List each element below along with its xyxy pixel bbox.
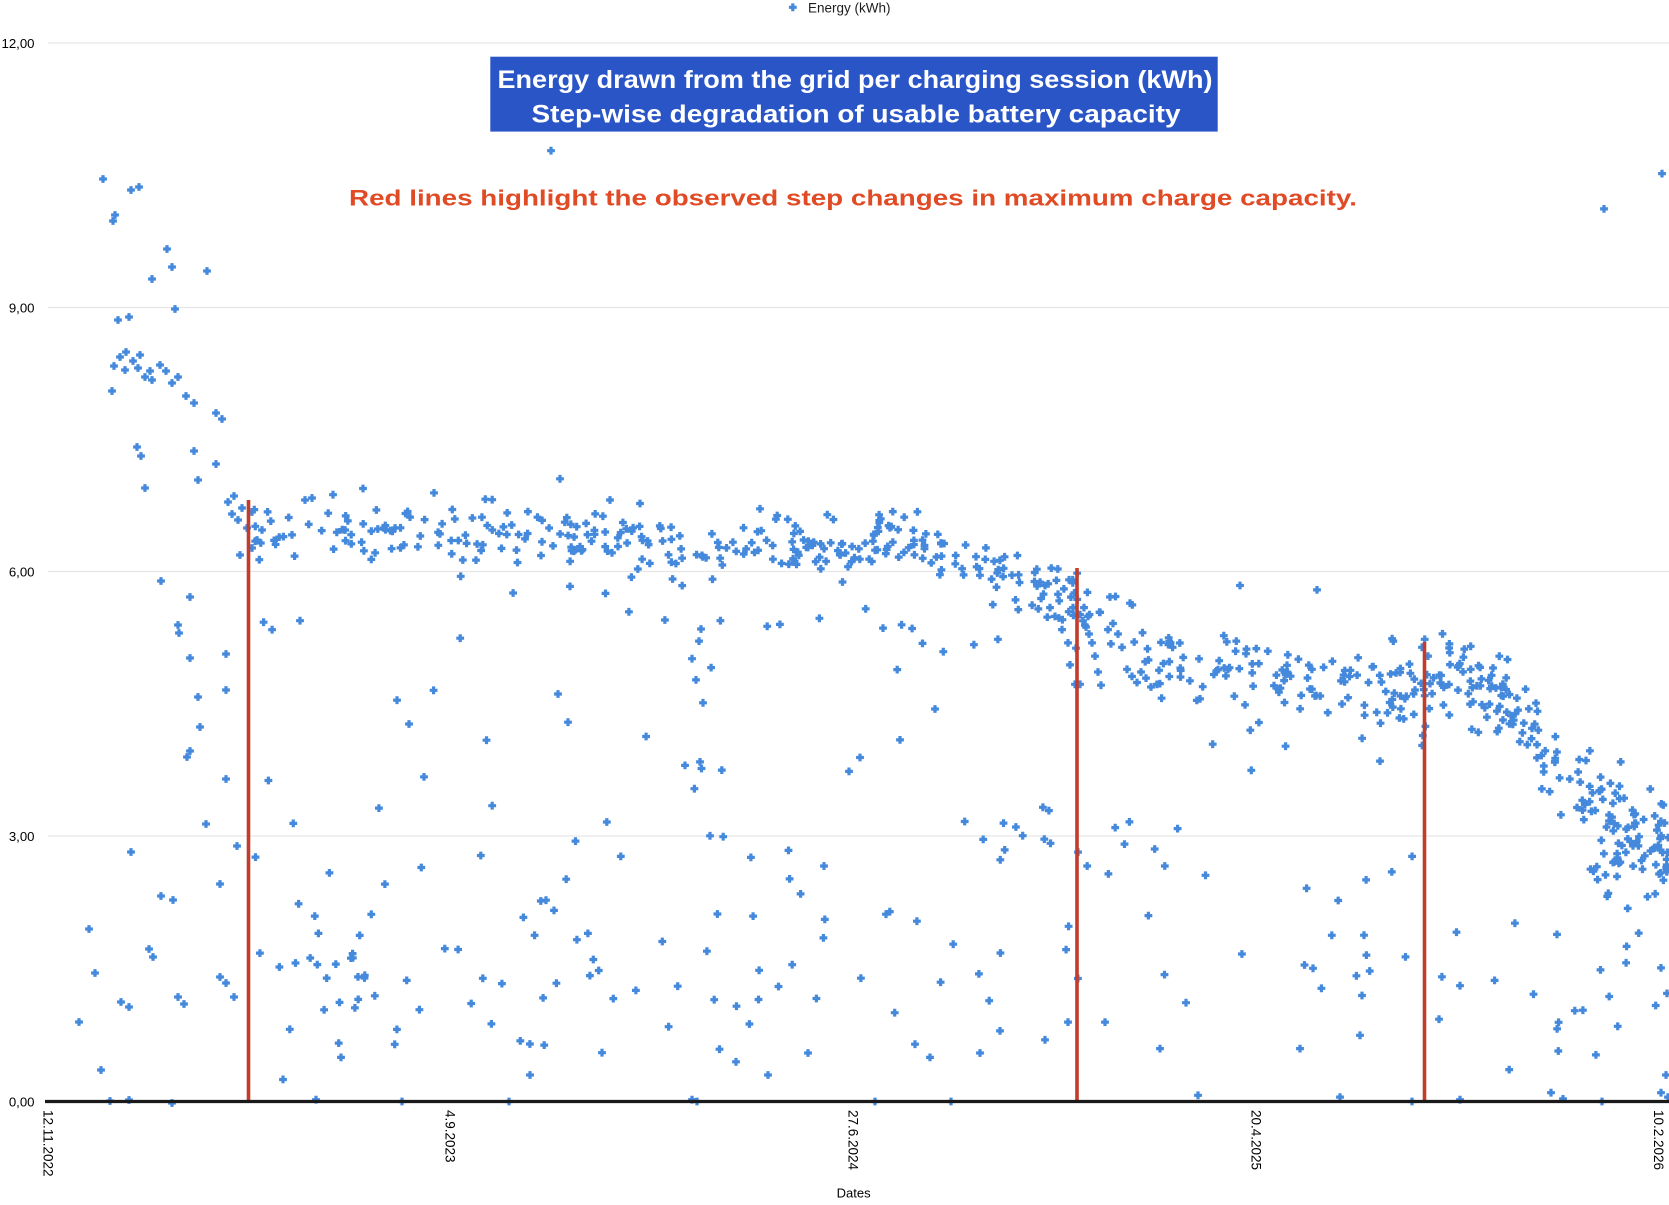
svg-text:Step-wise degradation of usabl: Step-wise degradation of usable battery … [532,101,1181,129]
svg-text:Energy drawn from the grid per: Energy drawn from the grid per charging … [498,66,1213,94]
svg-text:12.11.2022: 12.11.2022 [41,1110,56,1177]
svg-text:Energy (kWh): Energy (kWh) [808,0,891,15]
svg-text:10.2.2026: 10.2.2026 [1651,1110,1666,1170]
svg-text:6,00: 6,00 [9,564,35,579]
svg-text:4.9.2023: 4.9.2023 [443,1110,458,1163]
svg-text:Red lines highlight the observ: Red lines highlight the observed step ch… [349,186,1357,211]
svg-text:Dates: Dates [837,1186,871,1201]
svg-text:3,00: 3,00 [9,829,35,844]
svg-text:0,00: 0,00 [9,1094,35,1109]
svg-text:12,00: 12,00 [1,36,34,51]
svg-text:9,00: 9,00 [9,300,35,315]
svg-text:27.6.2024: 27.6.2024 [846,1110,861,1171]
svg-text:20.4.2025: 20.4.2025 [1249,1110,1264,1170]
